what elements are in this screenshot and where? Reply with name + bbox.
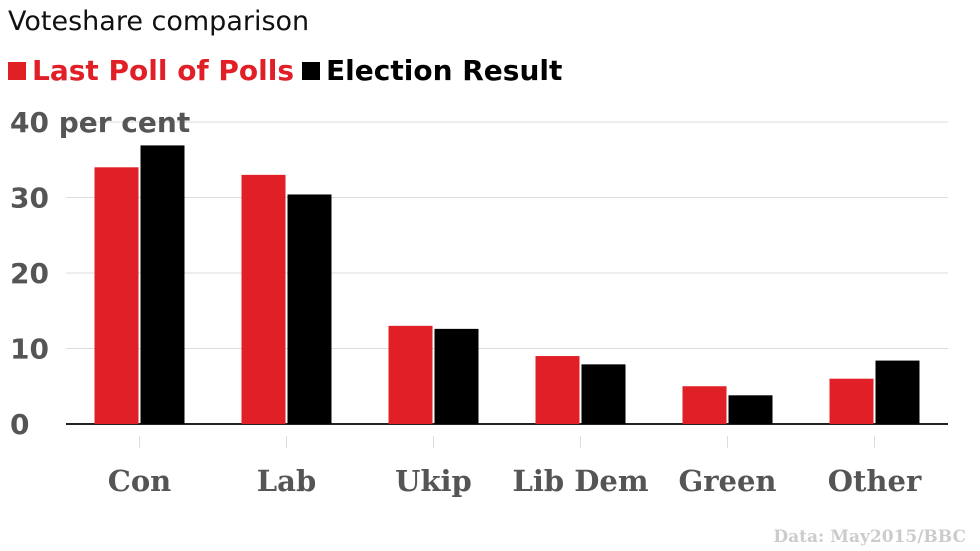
bar-poll-ukip <box>388 325 433 424</box>
legend-item-poll: Last Poll of Polls <box>8 54 294 87</box>
x-category-label: Lib Dem <box>512 464 648 498</box>
bar-poll-con <box>94 167 139 425</box>
legend: Last Poll of Polls Election Result <box>8 54 570 87</box>
bar-result-con <box>140 145 185 424</box>
bar-poll-lib-dem <box>535 356 580 424</box>
legend-swatch-result <box>302 61 321 80</box>
legend-item-result: Election Result <box>302 54 562 87</box>
x-category-label: Ukip <box>395 464 472 498</box>
x-category-label: Lab <box>257 464 316 498</box>
bar-poll-other <box>829 378 874 424</box>
legend-label-result: Election Result <box>326 54 563 87</box>
bar-result-lab <box>287 194 332 424</box>
y-tick-label: 40 per cent <box>10 106 190 139</box>
data-source: Data: May2015/BBC <box>773 527 966 547</box>
bar-poll-green <box>682 386 727 424</box>
x-category-label: Green <box>678 464 776 498</box>
bar-result-other <box>875 360 920 424</box>
bar-result-ukip <box>434 328 479 424</box>
x-category-label: Con <box>108 464 172 498</box>
y-tick-label: 10 <box>10 333 49 366</box>
y-tick-label: 30 <box>10 182 49 215</box>
legend-swatch-poll <box>8 61 26 80</box>
bar-result-lib-dem <box>581 364 626 424</box>
bar-result-green <box>728 395 773 424</box>
y-tick-label: 20 <box>10 257 49 290</box>
bar-poll-lab <box>241 174 286 424</box>
chart-title: Voteshare comparison <box>8 6 310 37</box>
legend-label-poll: Last Poll of Polls <box>32 54 295 87</box>
x-category-label: Other <box>828 464 922 498</box>
y-tick-label: 0 <box>10 408 29 441</box>
